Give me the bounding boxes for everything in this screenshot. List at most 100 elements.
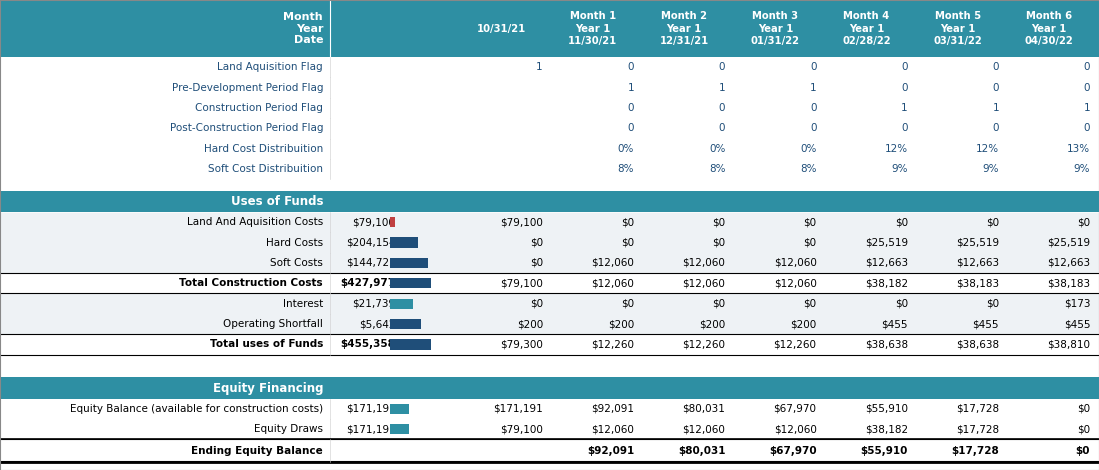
Bar xyxy=(0,139,1099,159)
Text: 0: 0 xyxy=(1084,83,1090,93)
Text: $0: $0 xyxy=(621,217,634,227)
Text: 0: 0 xyxy=(628,62,634,72)
Text: $12,260: $12,260 xyxy=(591,339,634,350)
Bar xyxy=(0,355,1099,366)
Text: 0: 0 xyxy=(810,103,817,113)
Bar xyxy=(390,339,431,350)
Text: $92,091: $92,091 xyxy=(591,404,634,414)
Text: $55,910: $55,910 xyxy=(861,446,908,455)
Text: $67,970: $67,970 xyxy=(774,404,817,414)
Text: 0: 0 xyxy=(810,124,817,133)
Bar xyxy=(390,237,418,248)
Text: $200: $200 xyxy=(517,319,543,329)
Text: $0: $0 xyxy=(621,299,634,309)
Text: Interest: Interest xyxy=(282,299,323,309)
Bar xyxy=(0,0,1099,57)
Text: 0: 0 xyxy=(628,103,634,113)
Bar xyxy=(0,191,1099,212)
Text: $17,728: $17,728 xyxy=(956,404,999,414)
Text: Month 2
Year 1
12/31/21: Month 2 Year 1 12/31/21 xyxy=(659,11,709,46)
Text: $0: $0 xyxy=(895,217,908,227)
Text: $12,060: $12,060 xyxy=(682,258,725,268)
Text: Operating Shortfall: Operating Shortfall xyxy=(223,319,323,329)
Text: $0: $0 xyxy=(712,217,725,227)
Text: $38,182: $38,182 xyxy=(865,278,908,288)
Bar xyxy=(0,377,1099,399)
Text: $79,300: $79,300 xyxy=(500,339,543,350)
Text: $0: $0 xyxy=(803,237,817,248)
Text: $0: $0 xyxy=(712,237,725,248)
Text: Hard Costs: Hard Costs xyxy=(266,237,323,248)
Text: $0: $0 xyxy=(1076,446,1090,455)
Text: 9%: 9% xyxy=(1074,164,1090,174)
Text: $0: $0 xyxy=(530,299,543,309)
Text: $173: $173 xyxy=(1064,299,1090,309)
Text: $0: $0 xyxy=(1077,217,1090,227)
Text: $0: $0 xyxy=(803,299,817,309)
Text: 0%: 0% xyxy=(709,144,725,154)
Text: Equity Financing: Equity Financing xyxy=(212,382,323,395)
Bar xyxy=(0,57,1099,78)
Text: 9%: 9% xyxy=(983,164,999,174)
Text: $0: $0 xyxy=(530,258,543,268)
Text: $0: $0 xyxy=(1077,404,1090,414)
Text: $79,100: $79,100 xyxy=(500,424,543,434)
Text: $12,060: $12,060 xyxy=(591,424,634,434)
Text: $12,060: $12,060 xyxy=(774,258,817,268)
Text: Hard Cost Distribuition: Hard Cost Distribuition xyxy=(203,144,323,154)
Text: $455,358: $455,358 xyxy=(341,339,396,350)
Text: 12%: 12% xyxy=(885,144,908,154)
Text: 0: 0 xyxy=(901,124,908,133)
Text: 1: 1 xyxy=(536,62,543,72)
Text: $79,100: $79,100 xyxy=(353,217,396,227)
Text: $21,739: $21,739 xyxy=(353,299,396,309)
Text: $200: $200 xyxy=(699,319,725,329)
Text: $17,728: $17,728 xyxy=(952,446,999,455)
Text: 0: 0 xyxy=(719,62,725,72)
Text: $0: $0 xyxy=(1077,424,1090,434)
Text: 1: 1 xyxy=(901,103,908,113)
Text: $12,060: $12,060 xyxy=(682,278,725,288)
Text: Equity Balance (available for construction costs): Equity Balance (available for constructi… xyxy=(70,404,323,414)
Text: $171,191: $171,191 xyxy=(346,404,396,414)
Text: 0%: 0% xyxy=(618,144,634,154)
Text: $171,191: $171,191 xyxy=(493,404,543,414)
Text: $55,910: $55,910 xyxy=(865,404,908,414)
Text: 10/31/21: 10/31/21 xyxy=(477,24,526,33)
Text: 0: 0 xyxy=(628,124,634,133)
Bar xyxy=(0,232,1099,253)
Text: $0: $0 xyxy=(986,299,999,309)
Bar xyxy=(390,319,421,329)
Text: 13%: 13% xyxy=(1067,144,1090,154)
Text: $0: $0 xyxy=(986,217,999,227)
Text: $80,031: $80,031 xyxy=(682,404,725,414)
Text: $144,723: $144,723 xyxy=(346,258,396,268)
Text: Ending Equity Balance: Ending Equity Balance xyxy=(191,446,323,455)
Text: 0%: 0% xyxy=(800,144,817,154)
Text: $12,260: $12,260 xyxy=(682,339,725,350)
Text: 8%: 8% xyxy=(800,164,817,174)
Bar xyxy=(390,424,409,434)
Text: Month
Year
Date: Month Year Date xyxy=(284,12,323,45)
Text: $0: $0 xyxy=(712,299,725,309)
Text: 1: 1 xyxy=(719,83,725,93)
Text: $17,728: $17,728 xyxy=(956,424,999,434)
Text: 0: 0 xyxy=(992,124,999,133)
Bar xyxy=(0,253,1099,273)
Text: Month 6
Year 1
04/30/22: Month 6 Year 1 04/30/22 xyxy=(1024,11,1074,46)
Text: 1: 1 xyxy=(628,83,634,93)
Text: Uses of Funds: Uses of Funds xyxy=(231,195,323,208)
Bar xyxy=(0,98,1099,118)
Text: 1: 1 xyxy=(810,83,817,93)
Text: 1: 1 xyxy=(992,103,999,113)
Text: Month 3
Year 1
01/31/22: Month 3 Year 1 01/31/22 xyxy=(751,11,800,46)
Text: $38,183: $38,183 xyxy=(956,278,999,288)
Text: $38,810: $38,810 xyxy=(1047,339,1090,350)
Text: $0: $0 xyxy=(895,299,908,309)
Text: $38,183: $38,183 xyxy=(1047,278,1090,288)
Text: Total Construction Costs: Total Construction Costs xyxy=(179,278,323,288)
Text: Construction Period Flag: Construction Period Flag xyxy=(196,103,323,113)
Text: Pre-Development Period Flag: Pre-Development Period Flag xyxy=(171,83,323,93)
Text: $92,091: $92,091 xyxy=(587,446,634,455)
Bar xyxy=(0,366,1099,377)
